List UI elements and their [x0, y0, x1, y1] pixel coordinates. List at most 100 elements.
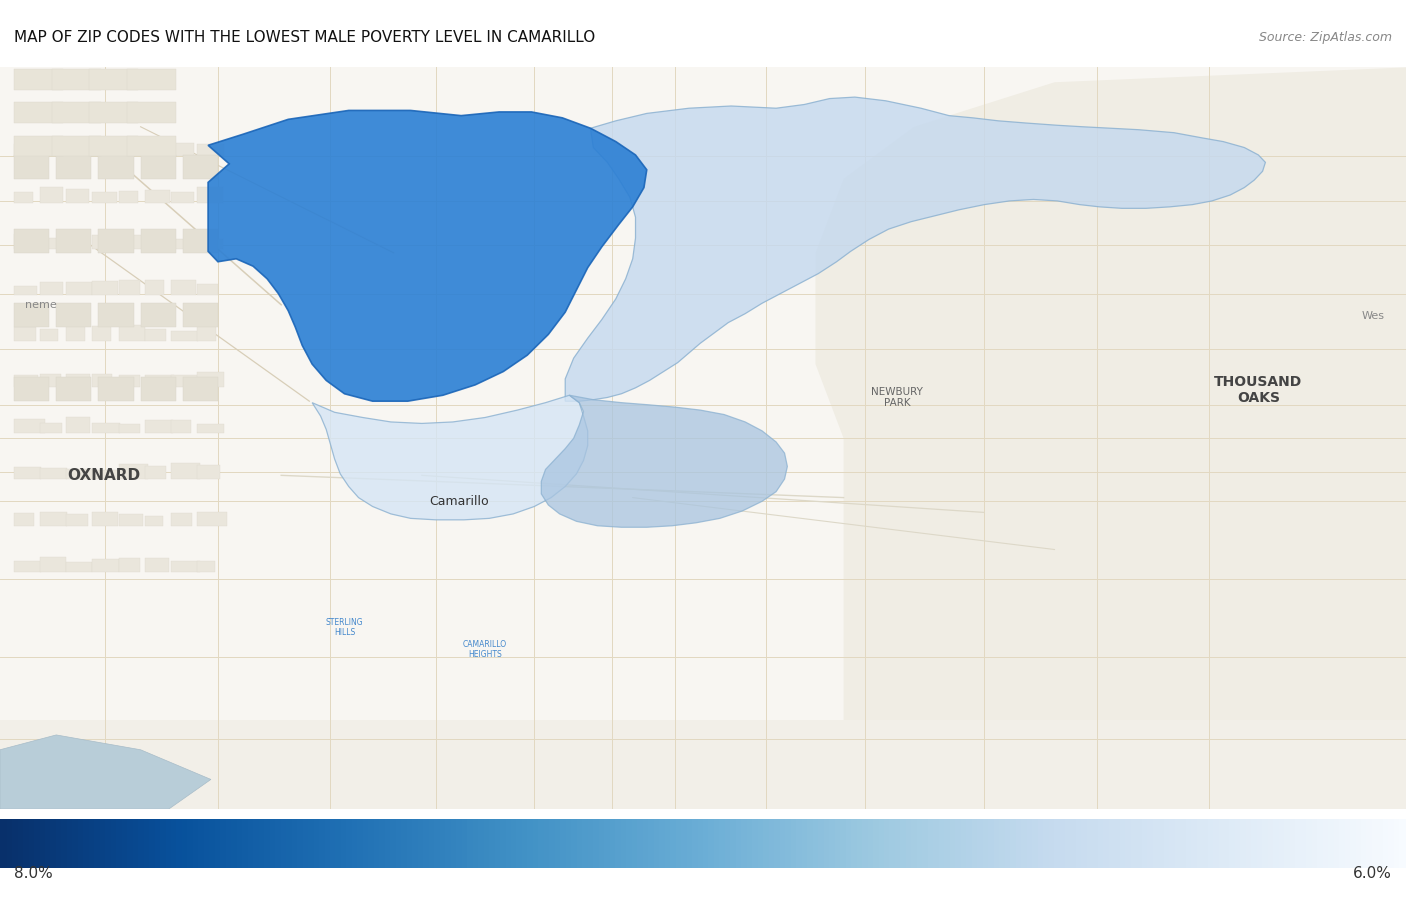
Bar	[118, 464, 149, 479]
Text: OXNARD: OXNARD	[67, 467, 141, 483]
Bar	[93, 192, 117, 202]
Bar	[14, 419, 45, 433]
Bar	[14, 286, 37, 295]
Bar	[89, 69, 138, 90]
Polygon shape	[208, 111, 647, 401]
Bar	[66, 326, 84, 341]
Bar	[66, 189, 89, 202]
Bar	[14, 69, 63, 90]
Bar	[93, 374, 112, 387]
Bar	[41, 329, 58, 341]
Bar	[141, 378, 176, 401]
Bar	[170, 420, 191, 433]
Bar	[14, 512, 34, 526]
Bar	[98, 303, 134, 327]
Bar	[89, 102, 138, 123]
Bar	[14, 235, 37, 249]
Bar	[127, 102, 176, 123]
Bar	[197, 372, 224, 387]
Bar	[127, 136, 176, 156]
Bar	[170, 561, 200, 572]
Bar	[141, 303, 176, 327]
Polygon shape	[541, 396, 787, 527]
Bar	[93, 512, 118, 526]
Bar	[183, 378, 218, 401]
Bar	[145, 421, 173, 433]
Bar	[56, 155, 91, 179]
Bar	[145, 140, 162, 156]
Bar	[118, 557, 139, 572]
Bar	[118, 514, 143, 526]
Text: NEWBURY
PARK: NEWBURY PARK	[872, 387, 922, 408]
Bar	[52, 102, 101, 123]
Text: STERLING
HILLS: STERLING HILLS	[326, 618, 363, 637]
Bar	[93, 423, 120, 433]
Bar	[41, 144, 70, 156]
Bar	[93, 142, 111, 156]
Bar	[170, 280, 195, 295]
Bar	[197, 326, 217, 341]
Bar	[93, 558, 118, 572]
Text: MAP OF ZIP CODES WITH THE LOWEST MALE POVERTY LEVEL IN CAMARILLO: MAP OF ZIP CODES WITH THE LOWEST MALE PO…	[14, 30, 595, 45]
Bar	[170, 192, 194, 202]
Bar	[145, 236, 166, 249]
Bar	[52, 69, 101, 90]
Bar	[170, 331, 198, 341]
Bar	[145, 516, 163, 526]
Bar	[197, 465, 221, 479]
Bar	[41, 468, 67, 479]
Bar	[41, 374, 62, 387]
Bar	[197, 144, 224, 156]
Bar	[66, 562, 91, 572]
Bar	[89, 136, 138, 156]
Polygon shape	[565, 97, 1265, 401]
Bar	[56, 378, 91, 401]
Text: Wes: Wes	[1362, 311, 1385, 321]
Text: Camarillo: Camarillo	[429, 494, 488, 508]
Bar	[197, 187, 224, 202]
Bar	[93, 280, 118, 295]
Bar	[118, 191, 138, 202]
Bar	[66, 374, 90, 387]
Bar	[170, 463, 200, 479]
Bar	[93, 470, 121, 479]
Bar	[14, 155, 49, 179]
Bar	[14, 229, 49, 253]
Bar	[66, 468, 96, 479]
Bar	[145, 466, 166, 479]
Bar	[170, 512, 191, 526]
Bar	[145, 190, 170, 202]
Bar	[118, 280, 141, 295]
Bar	[14, 144, 38, 156]
Bar	[197, 561, 215, 572]
Bar	[127, 69, 176, 90]
Bar	[118, 145, 139, 156]
Bar	[14, 467, 41, 479]
Bar	[118, 424, 141, 433]
Bar	[56, 303, 91, 327]
Bar	[98, 155, 134, 179]
Bar	[141, 155, 176, 179]
Bar	[14, 102, 63, 123]
Bar	[197, 239, 224, 249]
Text: 6.0%: 6.0%	[1353, 866, 1392, 881]
Bar	[41, 282, 63, 295]
Bar	[183, 303, 218, 327]
Bar	[41, 237, 63, 249]
Bar	[197, 424, 224, 433]
Bar	[14, 136, 63, 156]
Text: THOUSAND
OAKS: THOUSAND OAKS	[1215, 375, 1302, 405]
Bar	[41, 556, 66, 572]
Bar	[118, 325, 145, 341]
Polygon shape	[0, 720, 1406, 809]
Bar	[93, 236, 110, 249]
Bar	[14, 326, 35, 341]
Bar	[14, 192, 34, 202]
Bar	[41, 423, 62, 433]
Bar	[41, 512, 67, 526]
Bar	[14, 378, 49, 401]
Bar	[66, 282, 91, 295]
Text: 8.0%: 8.0%	[14, 866, 53, 881]
Bar	[66, 237, 89, 249]
Bar	[98, 229, 134, 253]
